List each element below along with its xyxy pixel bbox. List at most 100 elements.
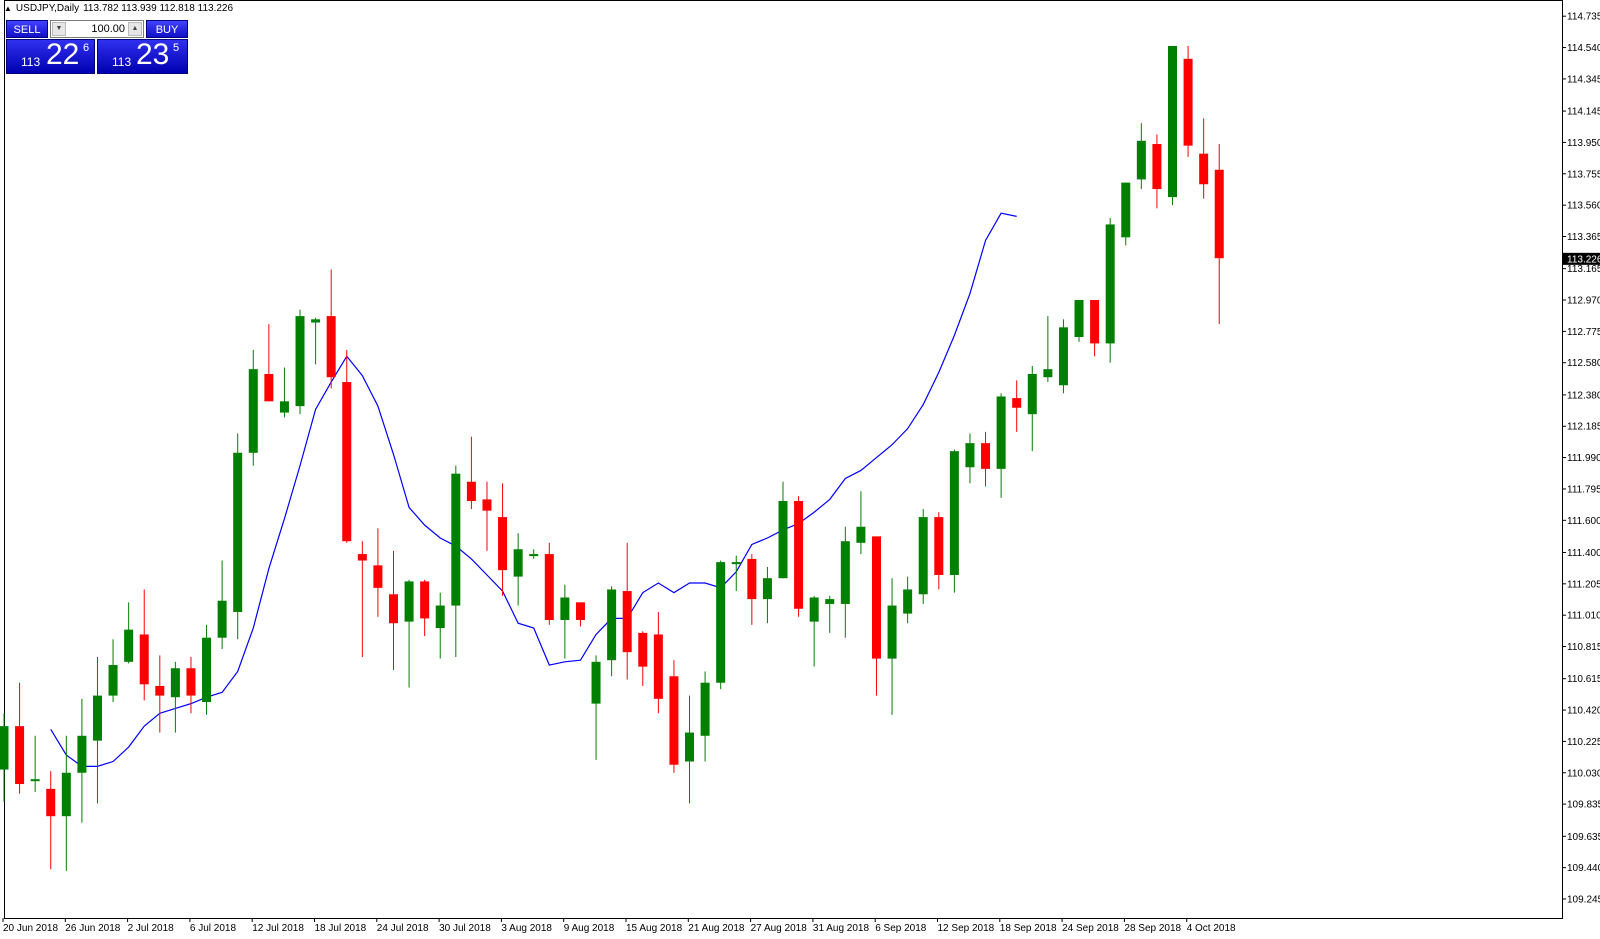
candle-body	[965, 443, 975, 468]
candle-body	[1012, 398, 1022, 408]
bull-candle	[700, 671, 710, 762]
candle-body	[1214, 169, 1224, 259]
bear-candle	[1090, 300, 1100, 357]
x-tick-label: 4 Oct 2018	[1187, 923, 1236, 934]
current-price-marker	[1563, 252, 1600, 265]
x-tick-label: 24 Sep 2018	[1062, 923, 1119, 934]
bull-candle	[77, 698, 87, 823]
x-tick-label: 6 Jul 2018	[190, 923, 237, 934]
candle-body	[560, 597, 570, 621]
bull-candle	[30, 735, 40, 793]
bull-candle	[762, 566, 772, 624]
candle-body	[809, 597, 819, 622]
candle-body	[342, 382, 352, 542]
y-tick-label: 114.735	[1567, 12, 1600, 23]
candle-body	[248, 369, 258, 453]
x-tick-label: 9 Aug 2018	[564, 923, 615, 934]
y-tick-label: 112.580	[1567, 358, 1600, 369]
buy-button[interactable]: BUY	[146, 20, 188, 38]
candle-body	[622, 591, 632, 653]
candle-body	[77, 735, 87, 773]
sell-price-pip: 6	[83, 42, 90, 54]
bear-candle	[1183, 45, 1193, 157]
bull-candle	[716, 560, 726, 690]
bull-candle	[840, 526, 850, 638]
y-tick-label: 109.245	[1567, 895, 1600, 906]
candle-body	[871, 536, 881, 659]
bull-candle	[903, 576, 913, 624]
y-tick-label: 109.835	[1567, 800, 1600, 811]
x-tick-label: 28 Sep 2018	[1124, 923, 1181, 934]
buy-price-box[interactable]: 113 23 5	[97, 38, 188, 74]
y-tick-label: 114.345	[1567, 74, 1600, 85]
current-price-label: 113.226	[1567, 254, 1600, 265]
buy-price-main: 23	[136, 38, 170, 71]
candle-body	[466, 481, 476, 502]
bear-candle	[357, 541, 367, 657]
bull-candle	[124, 602, 134, 664]
candle-body	[264, 373, 274, 402]
x-tick-label: 3 Aug 2018	[501, 923, 552, 934]
sell-button[interactable]: SELL	[6, 20, 48, 38]
bull-candle	[108, 639, 118, 703]
bull-candle	[778, 481, 788, 579]
y-tick-label: 113.950	[1567, 138, 1600, 149]
candle-body	[1074, 300, 1084, 337]
candle-body	[170, 668, 180, 698]
bull-candle	[61, 735, 71, 871]
bull-candle	[1105, 218, 1115, 363]
bear-candle	[934, 512, 944, 590]
candle-body	[61, 772, 71, 817]
candle-body	[1105, 224, 1115, 344]
candle-body	[482, 499, 492, 511]
candle-body	[529, 554, 539, 557]
bull-candle	[311, 317, 321, 365]
bull-candle	[233, 433, 243, 640]
candle-body	[217, 600, 227, 638]
candle-body	[934, 517, 944, 575]
candle-body	[669, 676, 679, 765]
x-tick-label: 18 Jul 2018	[315, 923, 367, 934]
candle-body	[295, 316, 305, 407]
bull-candle	[435, 592, 445, 659]
bull-candle	[404, 579, 414, 688]
x-tick-label: 15 Aug 2018	[626, 923, 683, 934]
bull-candle	[513, 533, 523, 606]
lot-increase-icon[interactable]: ▲	[128, 22, 142, 36]
lot-size-stepper[interactable]: ▼ 100.00 ▲	[50, 20, 144, 38]
collapse-triangle-icon[interactable]: ▲	[4, 4, 12, 13]
candle-body	[1027, 373, 1037, 415]
bear-candle	[466, 436, 476, 510]
candles-layer	[0, 45, 1224, 871]
sell-price-box[interactable]: 113 22 6	[6, 38, 95, 74]
lot-size-input[interactable]: 100.00	[91, 23, 125, 35]
bear-candle	[1214, 144, 1224, 325]
candle-body	[279, 401, 289, 413]
bull-candle	[1043, 316, 1053, 383]
candle-body	[887, 605, 897, 659]
moving-average-line	[50, 212, 1017, 767]
lot-decrease-icon[interactable]: ▼	[52, 22, 66, 36]
candle-body	[778, 501, 788, 579]
candle-body	[747, 558, 757, 600]
bull-candle	[92, 656, 102, 804]
y-tick-label: 110.615	[1567, 674, 1600, 685]
bear-candle	[186, 656, 196, 714]
y-tick-label: 111.990	[1567, 453, 1600, 464]
bull-candle	[996, 393, 1006, 498]
candle-body	[1199, 153, 1209, 185]
candle-body	[311, 319, 321, 323]
ohlc-values: 113.782 113.939 112.818 113.226	[83, 3, 234, 14]
y-tick-label: 113.755	[1567, 169, 1600, 180]
bull-candle	[887, 578, 897, 715]
bull-candle	[248, 349, 258, 466]
candle-body	[996, 396, 1006, 469]
bear-candle	[1012, 380, 1022, 432]
y-tick-label: 113.560	[1567, 201, 1600, 212]
x-tick-label: 24 Jul 2018	[377, 923, 429, 934]
time-axis: 20 Jun 2018 26 Jun 2018 2 Jul 2018 6 Jul 20…	[2, 918, 1236, 934]
candle-body	[1090, 300, 1100, 344]
x-tick-label: 2 Jul 2018	[128, 923, 175, 934]
candle-body	[856, 526, 866, 543]
